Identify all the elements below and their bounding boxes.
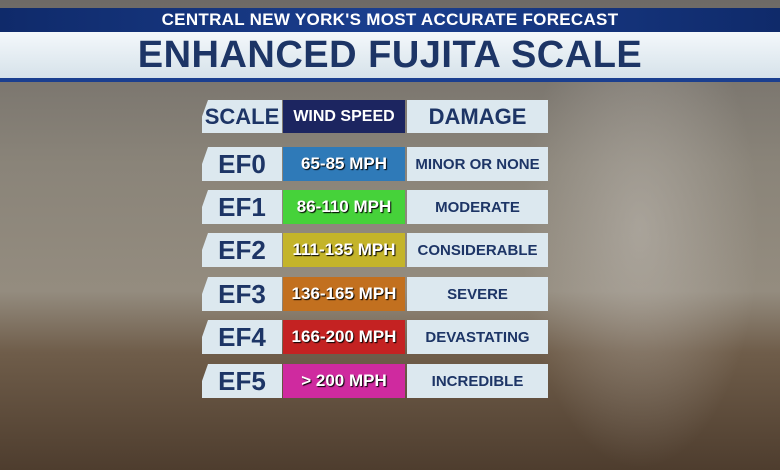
wind-cell: 111-135 MPH <box>283 233 405 267</box>
scale-cell: EF1 <box>202 190 282 224</box>
scale-cell: EF4 <box>202 320 282 354</box>
table-row: EF1 86-110 MPH MODERATE <box>202 190 548 224</box>
header-cell: DAMAGE <box>407 100 548 133</box>
damage-cell: MODERATE <box>407 190 548 224</box>
table-row: EF4 166-200 MPH DEVASTATING <box>202 320 548 354</box>
damage-cell: INCREDIBLE <box>407 364 548 398</box>
title: ENHANCED FUJITA SCALE <box>0 32 780 82</box>
scale-cell: EF3 <box>202 277 282 311</box>
tornado-backdrop <box>520 70 760 470</box>
banner: CENTRAL NEW YORK'S MOST ACCURATE FORECAS… <box>0 8 780 32</box>
table-header: SCALE WIND SPEED DAMAGE <box>202 100 548 133</box>
wind-cell: 86-110 MPH <box>283 190 405 224</box>
damage-cell: SEVERE <box>407 277 548 311</box>
wind-cell: 166-200 MPH <box>283 320 405 354</box>
table-row: EF5 > 200 MPH INCREDIBLE <box>202 364 548 398</box>
header-cell: SCALE <box>202 100 282 133</box>
damage-cell: CONSIDERABLE <box>407 233 548 267</box>
header-cell: WIND SPEED <box>283 100 405 133</box>
wind-cell: 136-165 MPH <box>283 277 405 311</box>
scale-cell: EF0 <box>202 147 282 181</box>
damage-cell: MINOR OR NONE <box>407 147 548 181</box>
scale-cell: EF2 <box>202 233 282 267</box>
table-row: EF0 65-85 MPH MINOR OR NONE <box>202 147 548 181</box>
wind-cell: > 200 MPH <box>283 364 405 398</box>
scale-cell: EF5 <box>202 364 282 398</box>
wind-cell: 65-85 MPH <box>283 147 405 181</box>
table-row: EF2 111-135 MPH CONSIDERABLE <box>202 233 548 267</box>
table-row: EF3 136-165 MPH SEVERE <box>202 277 548 311</box>
damage-cell: DEVASTATING <box>407 320 548 354</box>
